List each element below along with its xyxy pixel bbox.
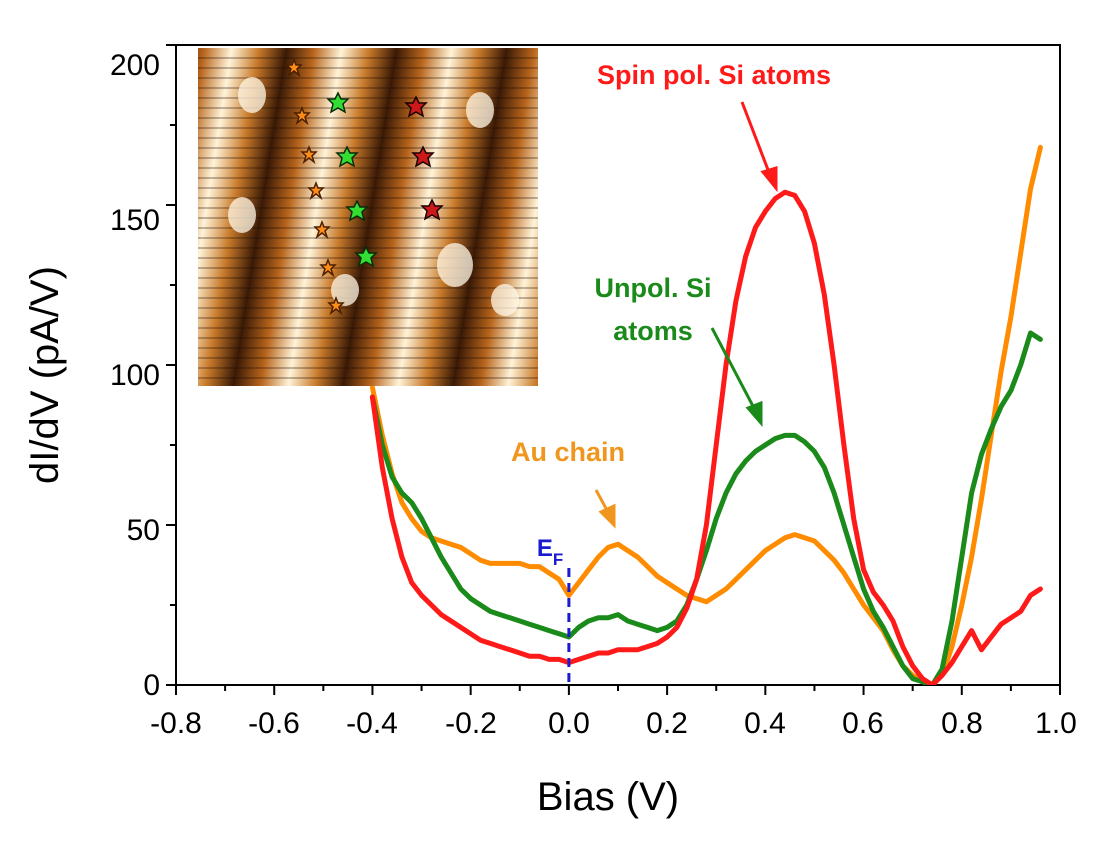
y-tick-label: 150 — [110, 204, 160, 237]
au-atom-marker — [327, 295, 345, 316]
tick-marks — [166, 44, 1061, 695]
y-tick-label: 50 — [127, 514, 160, 547]
spin-pol-si-atom-marker — [404, 95, 428, 118]
fermi-level-subscript: F — [553, 550, 563, 569]
spin-pol-si-markers — [404, 95, 444, 221]
unpol-si-atom-marker — [326, 91, 350, 114]
fermi-level-letter: E — [537, 535, 553, 562]
au-chain-arrow — [594, 489, 616, 529]
x-tick-label: -0.2 — [445, 707, 497, 740]
series-layer — [369, 144, 1043, 685]
au-atom-marker — [285, 57, 303, 78]
x-tick-label: 0.4 — [744, 707, 786, 740]
y-tick-label: 100 — [110, 359, 160, 392]
x-tick-label: 0.6 — [842, 707, 884, 740]
spin-pol-annotation: Spin pol. Si atoms — [597, 60, 831, 90]
series-line-2 — [369, 189, 1043, 685]
unpol-si-atom-marker — [345, 199, 369, 222]
spin-pol-si-atom-marker — [411, 145, 435, 168]
x-tick-labels: -0.8 -0.6 -0.4 -0.2 0.0 0.2 0.4 0.6 0.8 … — [150, 707, 1077, 740]
y-tick-label: 200 — [110, 49, 160, 82]
au-atom-marker — [319, 257, 337, 278]
y-tick-labels: 0 50 100 150 200 — [110, 49, 160, 702]
unpol-annotation-line2: atoms — [613, 316, 693, 346]
x-axis-title: Bias (V) — [537, 775, 679, 819]
x-tick-label: 0.8 — [941, 707, 983, 740]
unpol-annotation-line1: Unpol. Si — [595, 273, 712, 303]
au-atom-marker — [307, 180, 325, 201]
au-chain-annotation: Au chain — [511, 437, 625, 467]
x-tick-label: 1.0 — [1035, 707, 1077, 740]
au-atom-marker — [300, 144, 318, 165]
unpol-si-markers — [326, 91, 378, 268]
y-tick-label: 0 — [143, 669, 160, 702]
au-atom-marker — [293, 105, 311, 126]
unpol-si-atom-marker — [354, 245, 378, 268]
au-chain-markers — [285, 57, 345, 316]
y-axis-title: dI/dV (pA/V) — [23, 266, 67, 484]
fermi-level-label: EF — [537, 535, 563, 569]
x-tick-label: -0.6 — [248, 707, 300, 740]
au-atom-marker — [313, 219, 331, 240]
x-tick-label: 0.0 — [548, 707, 590, 740]
unpol-si-atom-marker — [335, 145, 359, 168]
spin-pol-si-atom-marker — [420, 198, 444, 221]
x-tick-label: -0.8 — [150, 707, 202, 740]
unpol-arrow — [710, 327, 763, 428]
stm-inset-image — [198, 48, 538, 386]
x-tick-label: 0.2 — [646, 707, 688, 740]
x-tick-label: -0.4 — [346, 707, 398, 740]
spin-pol-arrow — [740, 101, 778, 193]
